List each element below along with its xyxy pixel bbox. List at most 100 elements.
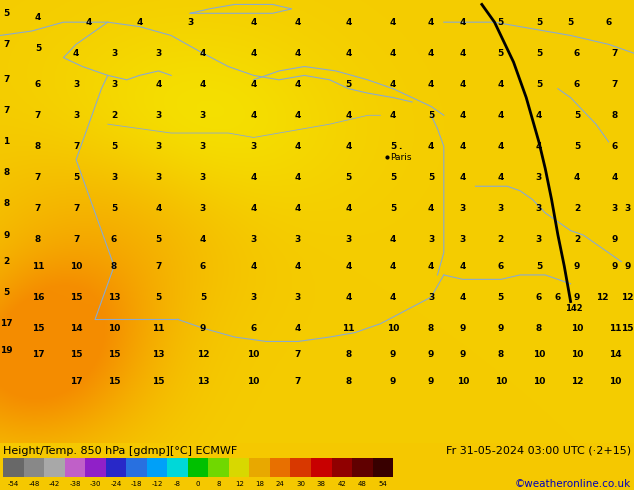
Text: 15: 15 bbox=[152, 377, 165, 386]
Text: 4: 4 bbox=[428, 262, 434, 270]
Text: 8: 8 bbox=[35, 142, 41, 151]
Text: 12: 12 bbox=[621, 293, 634, 302]
Text: 6: 6 bbox=[574, 80, 580, 89]
Text: 5: 5 bbox=[428, 173, 434, 182]
Text: 17: 17 bbox=[0, 319, 13, 328]
Text: 54: 54 bbox=[378, 481, 387, 487]
Text: 5: 5 bbox=[536, 80, 542, 89]
Text: 4: 4 bbox=[390, 111, 396, 120]
Text: 3: 3 bbox=[111, 173, 117, 182]
Text: 2: 2 bbox=[498, 235, 504, 244]
Text: 7: 7 bbox=[73, 142, 79, 151]
Text: 8: 8 bbox=[536, 324, 542, 333]
Text: 4: 4 bbox=[200, 49, 206, 58]
Text: 4: 4 bbox=[346, 49, 352, 58]
Text: 3: 3 bbox=[536, 173, 542, 182]
Text: 3: 3 bbox=[250, 293, 257, 302]
Text: 4: 4 bbox=[390, 235, 396, 244]
Text: 4: 4 bbox=[390, 80, 396, 89]
Text: 9: 9 bbox=[612, 235, 618, 244]
Text: 5: 5 bbox=[390, 204, 396, 213]
Text: 7: 7 bbox=[35, 173, 41, 182]
Text: 4: 4 bbox=[200, 235, 206, 244]
Text: 12: 12 bbox=[596, 293, 609, 302]
Text: 5: 5 bbox=[3, 288, 10, 297]
Text: 12: 12 bbox=[235, 481, 243, 487]
Text: 4: 4 bbox=[390, 18, 396, 26]
Text: 4: 4 bbox=[295, 204, 301, 213]
Text: 4: 4 bbox=[250, 262, 257, 270]
Text: 2: 2 bbox=[3, 257, 10, 266]
Text: 10: 10 bbox=[571, 350, 583, 359]
Text: 14: 14 bbox=[70, 324, 82, 333]
Text: 4: 4 bbox=[73, 49, 79, 58]
Text: 4: 4 bbox=[295, 80, 301, 89]
Bar bbox=[209, 458, 229, 477]
Text: 4: 4 bbox=[250, 80, 257, 89]
Text: 9: 9 bbox=[574, 262, 580, 270]
Text: 4: 4 bbox=[428, 80, 434, 89]
Text: 7: 7 bbox=[612, 49, 618, 58]
Text: 4: 4 bbox=[295, 262, 301, 270]
Text: 3: 3 bbox=[460, 204, 466, 213]
Text: 5: 5 bbox=[346, 173, 352, 182]
Text: 4: 4 bbox=[460, 18, 466, 26]
Text: 18: 18 bbox=[256, 481, 264, 487]
Text: -42: -42 bbox=[49, 481, 60, 487]
Text: 8: 8 bbox=[612, 111, 618, 120]
Text: 4: 4 bbox=[498, 80, 504, 89]
Text: 13: 13 bbox=[108, 293, 120, 302]
Text: 8: 8 bbox=[216, 481, 221, 487]
Text: 5: 5 bbox=[390, 142, 396, 151]
Text: 15: 15 bbox=[108, 377, 120, 386]
Text: 6: 6 bbox=[612, 142, 618, 151]
Text: 5: 5 bbox=[567, 18, 574, 26]
Text: 5: 5 bbox=[390, 173, 396, 182]
Text: 4: 4 bbox=[346, 293, 352, 302]
Text: 48: 48 bbox=[358, 481, 366, 487]
Text: 7: 7 bbox=[35, 204, 41, 213]
Text: 3: 3 bbox=[155, 49, 162, 58]
Text: 3: 3 bbox=[200, 204, 206, 213]
Text: 5: 5 bbox=[155, 293, 162, 302]
Text: 6: 6 bbox=[250, 324, 257, 333]
Text: 4: 4 bbox=[250, 204, 257, 213]
Text: 9: 9 bbox=[428, 377, 434, 386]
Text: 8: 8 bbox=[111, 262, 117, 270]
Text: 3: 3 bbox=[111, 80, 117, 89]
Text: 3: 3 bbox=[250, 235, 257, 244]
Text: 3: 3 bbox=[428, 235, 434, 244]
Text: 4: 4 bbox=[460, 293, 466, 302]
Text: 7: 7 bbox=[3, 75, 10, 84]
Text: 5: 5 bbox=[155, 235, 162, 244]
Text: 4: 4 bbox=[536, 111, 542, 120]
Text: 6: 6 bbox=[200, 262, 206, 270]
Text: 19: 19 bbox=[0, 346, 13, 355]
Text: 5: 5 bbox=[3, 9, 10, 18]
Text: 3: 3 bbox=[346, 235, 352, 244]
Text: 8: 8 bbox=[35, 235, 41, 244]
Bar bbox=[229, 458, 249, 477]
Text: 7: 7 bbox=[35, 111, 41, 120]
Text: 9: 9 bbox=[200, 324, 206, 333]
Text: 4: 4 bbox=[295, 173, 301, 182]
Text: 9: 9 bbox=[574, 293, 580, 302]
Text: 3: 3 bbox=[536, 204, 542, 213]
Text: 5: 5 bbox=[536, 49, 542, 58]
Text: 38: 38 bbox=[317, 481, 326, 487]
Text: 7: 7 bbox=[3, 40, 10, 49]
Bar bbox=[270, 458, 290, 477]
Text: 4: 4 bbox=[390, 262, 396, 270]
Text: 6: 6 bbox=[555, 293, 561, 302]
Text: 2: 2 bbox=[574, 204, 580, 213]
Text: 6: 6 bbox=[35, 80, 41, 89]
Text: 5: 5 bbox=[574, 142, 580, 151]
Text: 4: 4 bbox=[155, 204, 162, 213]
Text: 4: 4 bbox=[460, 142, 466, 151]
Text: 4: 4 bbox=[35, 13, 41, 22]
Text: 2: 2 bbox=[574, 235, 580, 244]
Text: 5: 5 bbox=[111, 142, 117, 151]
Text: 9: 9 bbox=[460, 324, 466, 333]
Text: 0: 0 bbox=[196, 481, 200, 487]
Text: 3: 3 bbox=[187, 18, 193, 26]
